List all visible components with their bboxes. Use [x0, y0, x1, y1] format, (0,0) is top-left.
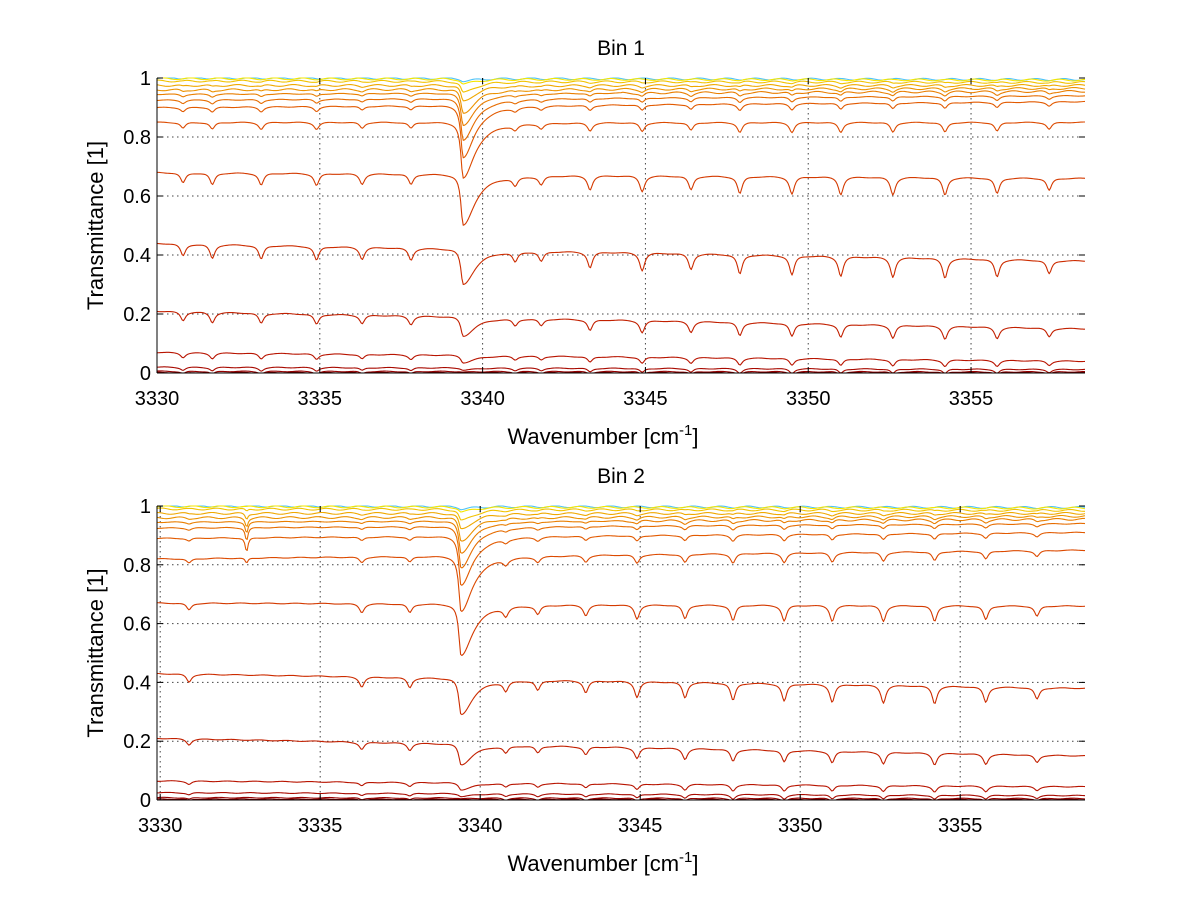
- series-line: [156, 514, 1086, 542]
- series-line: [156, 79, 1086, 93]
- y-tick-label: 0.2: [123, 304, 151, 326]
- x-tick-label: 3355: [949, 388, 994, 410]
- x-tick-label: 3350: [786, 388, 831, 410]
- chart-panel-bin-1: 3330 3335 3340 3345 3350 3355 0 0.2 0.4 0.6 0.8 1 Bi…: [83, 37, 1086, 449]
- x-tick-label: 3355: [938, 815, 983, 837]
- x-axis-label: Wavenumber [cm-1]: [507, 849, 698, 876]
- series-line: [156, 791, 1086, 800]
- series-line: [156, 780, 1086, 793]
- x-tick-label: 3340: [458, 815, 503, 837]
- y-tick-label: 1: [140, 496, 151, 518]
- y-tick-label: 0: [140, 790, 151, 812]
- y-axis-label: Transmittance [1]: [83, 568, 108, 737]
- series-line: [156, 171, 1086, 226]
- series-line: [156, 242, 1086, 286]
- series-line: [156, 310, 1086, 340]
- series-line: [156, 89, 1086, 127]
- series-line: [156, 531, 1086, 586]
- y-tick-label: 0.4: [123, 672, 151, 694]
- y-tick-label: 0.8: [123, 555, 151, 577]
- y-tick-label: 0.8: [123, 127, 151, 149]
- series-line: [156, 505, 1086, 513]
- x-tick-label: 3330: [135, 388, 180, 410]
- x-tick-label: 3330: [138, 815, 183, 837]
- y-axis-label: Transmittance [1]: [83, 141, 108, 310]
- series-line: [156, 511, 1086, 530]
- x-tick-label: 3350: [778, 815, 823, 837]
- y-tick-label: 0.2: [123, 731, 151, 753]
- series-line: [156, 796, 1086, 801]
- series-line: [156, 100, 1086, 159]
- y-tick-label: 1: [140, 68, 151, 90]
- x-tick-label: 3345: [618, 815, 663, 837]
- x-tick-label: 3340: [460, 388, 505, 410]
- series-line: [156, 672, 1086, 716]
- series-line: [156, 517, 1086, 554]
- chart-title: Bin 1: [597, 37, 645, 60]
- series-line: [156, 737, 1086, 766]
- series-line: [156, 549, 1085, 612]
- chart-panel-bin-2: 3330 3335 3340 3345 3350 3355 0 0.2 0.4 0.6 0.8 1 Bi…: [83, 465, 1086, 876]
- y-tick-label: 0.6: [123, 186, 151, 208]
- series-line: [156, 121, 1085, 179]
- series-line: [156, 522, 1086, 569]
- series-line: [156, 366, 1086, 374]
- x-tick-label: 3335: [298, 815, 343, 837]
- series-line: [156, 351, 1086, 367]
- x-tick-label: 3345: [623, 388, 668, 410]
- y-tick-label: 0.6: [123, 614, 151, 636]
- chart-title: Bin 2: [597, 465, 645, 488]
- series-line: [157, 602, 1086, 657]
- series-line: [156, 95, 1086, 141]
- x-axis-label: Wavenumber [cm-1]: [507, 422, 698, 449]
- series-line: [156, 370, 1086, 374]
- y-tick-label: 0: [140, 363, 151, 385]
- series-line: [156, 77, 1086, 83]
- series-line: [156, 77, 1086, 85]
- series-line: [156, 507, 1086, 521]
- x-tick-label: 3335: [298, 388, 343, 410]
- series-line: [156, 86, 1086, 114]
- series-line: [156, 83, 1086, 102]
- y-tick-label: 0.4: [123, 245, 151, 267]
